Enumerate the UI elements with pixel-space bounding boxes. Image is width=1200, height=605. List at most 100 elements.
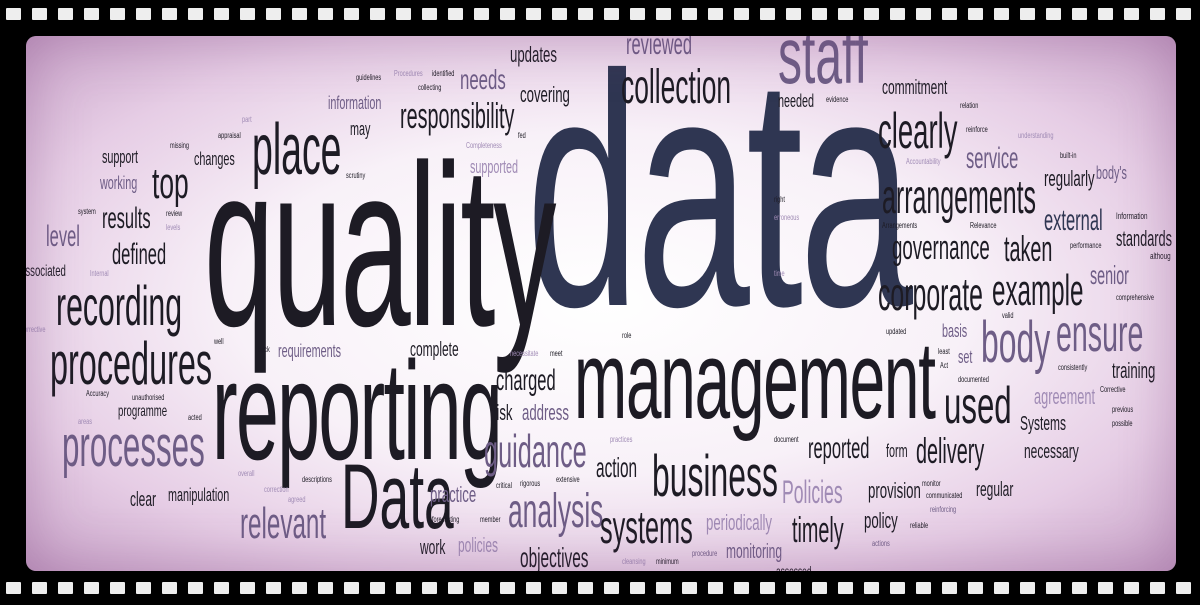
word-relation: relation (960, 101, 979, 110)
word-least: least (938, 347, 950, 356)
film-perforation (240, 8, 255, 20)
word-part: part (242, 115, 252, 124)
word-fed: fed (518, 131, 526, 140)
film-perforation (162, 8, 177, 20)
word-top: top (152, 159, 189, 208)
word-Arrangements: Arrangements (882, 221, 918, 230)
film-perforation (110, 8, 125, 20)
film-perforation (656, 8, 671, 20)
word-associated: associated (26, 263, 66, 280)
word-results: results (102, 202, 151, 235)
film-perforation (916, 582, 931, 594)
word-collection: collection (621, 61, 732, 114)
word-evidence: evidence (826, 95, 849, 104)
film-perforation (1046, 582, 1061, 594)
film-perforation (136, 582, 151, 594)
word-back: back (258, 345, 270, 354)
word-changes: changes (194, 149, 235, 169)
film-perforation (682, 8, 697, 20)
film-perforation (838, 582, 853, 594)
film-perforations-bottom (0, 582, 1200, 596)
word-defined: defined (112, 238, 167, 271)
word-programme: programme (118, 403, 168, 420)
film-perforation (422, 8, 437, 20)
word-body: body (981, 310, 1051, 375)
word-delivery: delivery (916, 430, 985, 471)
film-perforation (474, 8, 489, 20)
word-systems: systems (600, 501, 693, 553)
word-Internal: Internal (90, 269, 109, 278)
word-assessed: assessed (776, 563, 812, 571)
word-monitoring: monitoring (726, 541, 783, 563)
word-appraisal: appraisal (218, 131, 241, 140)
word-periodically: periodically (706, 510, 773, 535)
film-perforation (994, 8, 1009, 20)
word-action: action (596, 452, 638, 483)
film-perforations-top (0, 8, 1200, 22)
word-possible: possible (1112, 419, 1133, 428)
word-may: may (350, 119, 371, 139)
word-commitment: commitment (882, 77, 948, 99)
word-correction: correction (264, 485, 289, 494)
word-comprehensive: comprehensive (1116, 293, 1154, 302)
word-training: training (1112, 358, 1156, 383)
word-procedure: procedure (692, 549, 718, 558)
film-perforation (812, 8, 827, 20)
word-form: form (886, 441, 908, 461)
film-perforation (1176, 8, 1191, 20)
word-information: information (328, 93, 382, 113)
film-perforation (58, 582, 73, 594)
word-identified: identified (432, 69, 455, 78)
word-Accuracy: Accuracy (86, 389, 110, 398)
film-perforation (500, 8, 515, 20)
word-Policies: Policies (782, 474, 843, 510)
film-perforation (32, 582, 47, 594)
film-perforation (448, 8, 463, 20)
film-perforation (734, 582, 749, 594)
word-timely: timely (792, 509, 844, 550)
film-perforation (708, 582, 723, 594)
word-cloud: data quality management reporting Data s… (26, 36, 1176, 571)
word-regularly: regularly (1044, 166, 1095, 191)
film-perforation (1046, 8, 1061, 20)
word-communicated: communicated (926, 491, 963, 500)
word-Completeness: Completeness (466, 141, 502, 150)
word-necessary: necessary (1024, 441, 1079, 463)
word-Accountability: Accountability (906, 157, 941, 166)
word-senior: senior (1090, 260, 1129, 290)
word-reported: reported (808, 432, 870, 465)
film-perforation (994, 582, 1009, 594)
film-perforation (318, 8, 333, 20)
word-overall: overall (238, 469, 255, 478)
film-perforation (1020, 8, 1035, 20)
word-minimum: minimum (656, 557, 679, 566)
film-perforation (188, 8, 203, 20)
film-perforation (292, 582, 307, 594)
film-perforation (266, 582, 281, 594)
word-extensive: extensive (556, 475, 580, 484)
word-external: external (1044, 204, 1103, 237)
film-perforation (760, 8, 775, 20)
word-agreement: agreement (1034, 384, 1096, 409)
word-responsibility: responsibility (400, 95, 515, 136)
word-necessitate: necessitate (510, 349, 539, 358)
word-processes: processes (62, 414, 205, 479)
film-perforation (942, 8, 957, 20)
word-business: business (652, 444, 778, 509)
film-perforation (786, 582, 801, 594)
word-Corrective-left: orrective (26, 325, 46, 334)
word-descriptions: descriptions (302, 475, 332, 484)
word-ensure: ensure (1056, 305, 1144, 363)
film-perforation (370, 582, 385, 594)
word-time: time (774, 269, 785, 278)
film-perforation (864, 8, 879, 20)
word-basis: basis (942, 321, 968, 341)
film-perforation (240, 582, 255, 594)
word-regular: regular (976, 479, 1014, 501)
word-acted: acted (188, 413, 202, 422)
film-perforation (188, 582, 203, 594)
film-perforation (1176, 582, 1191, 594)
word-reinforce: reinforce (966, 125, 988, 134)
word-supported: supported (470, 157, 519, 177)
